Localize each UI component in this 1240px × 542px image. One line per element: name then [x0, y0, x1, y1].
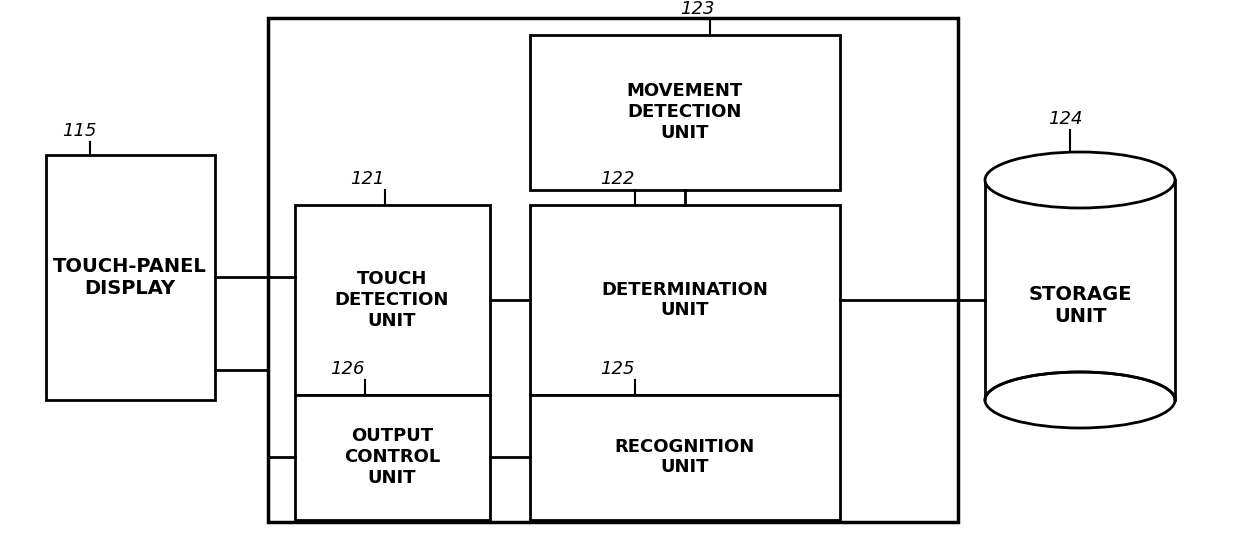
Bar: [529, 395, 839, 520]
Text: TOUCH
DETECTION
UNIT: TOUCH DETECTION UNIT: [335, 270, 449, 330]
Text: 124: 124: [1048, 110, 1083, 128]
Text: 125: 125: [600, 360, 635, 378]
Text: 115: 115: [62, 122, 97, 140]
Bar: [529, 35, 839, 190]
Text: TOUCH-PANEL
DISPLAY: TOUCH-PANEL DISPLAY: [53, 256, 207, 298]
Bar: [268, 18, 959, 522]
Bar: [529, 205, 839, 395]
Text: RECOGNITION
UNIT: RECOGNITION UNIT: [615, 437, 755, 476]
Text: 122: 122: [600, 170, 635, 188]
Bar: [295, 205, 490, 395]
Text: DETERMINATION
UNIT: DETERMINATION UNIT: [601, 281, 769, 319]
Bar: [295, 395, 490, 520]
Text: STORAGE
UNIT: STORAGE UNIT: [1028, 285, 1132, 326]
Bar: [46, 155, 215, 400]
Text: 123: 123: [680, 0, 714, 18]
Polygon shape: [985, 180, 1176, 400]
Ellipse shape: [985, 372, 1176, 428]
Text: MOVEMENT
DETECTION
UNIT: MOVEMENT DETECTION UNIT: [627, 82, 743, 142]
Ellipse shape: [985, 152, 1176, 208]
Text: 126: 126: [330, 360, 365, 378]
Text: OUTPUT
CONTROL
UNIT: OUTPUT CONTROL UNIT: [343, 427, 440, 487]
Text: 121: 121: [350, 170, 384, 188]
